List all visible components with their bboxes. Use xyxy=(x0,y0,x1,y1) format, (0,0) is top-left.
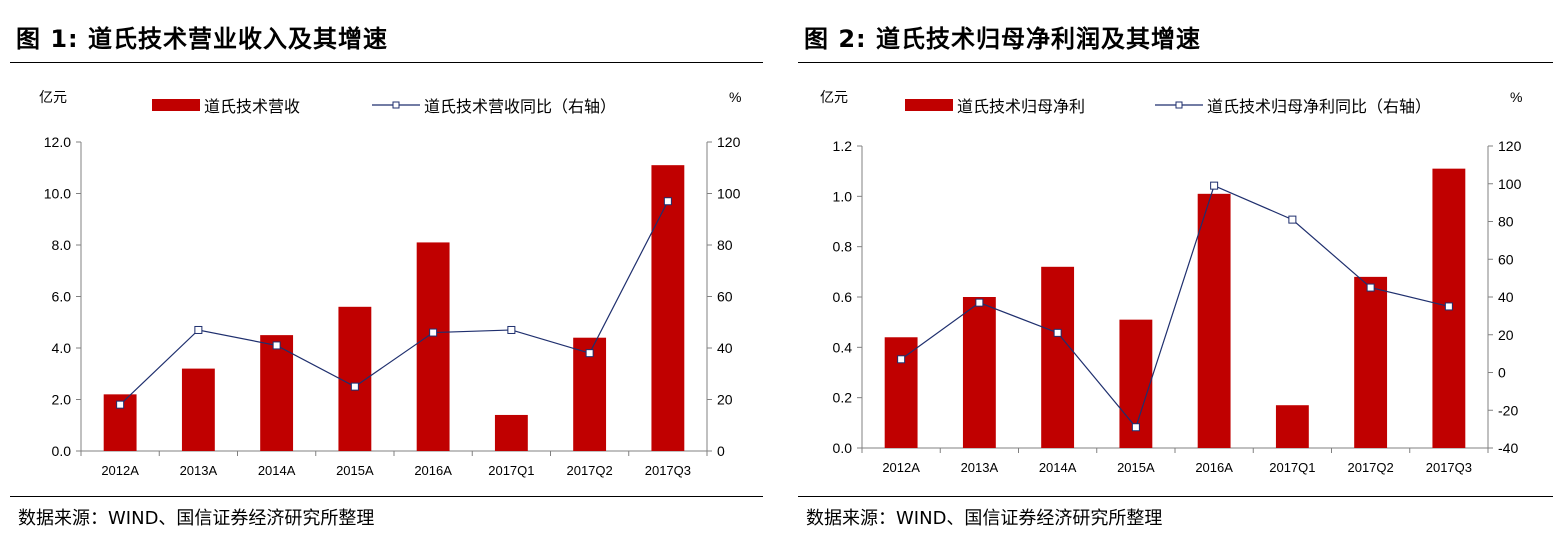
line-point xyxy=(507,325,516,334)
line-point xyxy=(897,355,906,364)
legend-line-marker xyxy=(392,101,400,109)
right-tick-label: 40 xyxy=(717,340,733,356)
bar xyxy=(962,297,996,448)
left-tick-label: 0.4 xyxy=(833,339,853,355)
legend-bar-swatch xyxy=(905,99,953,111)
figure-source: 数据来源：WIND、国信证券经济研究所整理 xyxy=(806,508,1163,529)
source-rule xyxy=(10,496,763,497)
line-point xyxy=(1366,283,1375,292)
right-tick-label: -40 xyxy=(1498,440,1518,456)
line-point xyxy=(350,382,359,391)
line-point xyxy=(272,341,281,350)
legend-line-label: 道氏技术归母净利同比（右轴） xyxy=(1207,97,1431,116)
figure-revenue: 图 1: 道氏技术营业收入及其增速 亿元% 道氏技术营收 道氏技术营收同比（右轴） 0… xyxy=(10,0,763,537)
right-tick-label: 80 xyxy=(717,237,733,253)
right-tick-label: 120 xyxy=(717,134,741,150)
right-tick-label: 80 xyxy=(1498,214,1514,230)
line-point xyxy=(975,298,984,307)
x-tick-label: 2014A xyxy=(1039,460,1077,475)
left-tick-label: 8.0 xyxy=(52,237,72,253)
source-rule xyxy=(798,496,1553,497)
right-tick-label: 20 xyxy=(717,392,733,408)
legend-line-marker xyxy=(1175,101,1183,109)
figure-net-profit: 图 2: 道氏技术归母净利润及其增速 亿元% 道氏技术归母净利 道氏技术归母净利同比… xyxy=(798,0,1553,537)
bar xyxy=(1197,193,1231,448)
x-tick-label: 2016A xyxy=(1195,460,1233,475)
legend-bar-label: 道氏技术归母净利 xyxy=(957,97,1085,116)
x-tick-label: 2012A xyxy=(101,463,139,478)
x-tick-label: 2017Q2 xyxy=(1347,460,1393,475)
line-point xyxy=(1288,215,1297,224)
figure-source: 数据来源：WIND、国信证券经济研究所整理 xyxy=(18,508,375,529)
figure-title: 图 1: 道氏技术营业收入及其增速 xyxy=(16,25,389,53)
bar xyxy=(181,368,215,451)
left-axis-unit: 亿元 xyxy=(39,89,67,105)
right-tick-label: 40 xyxy=(1498,289,1514,305)
right-axis-unit: % xyxy=(729,89,741,105)
right-tick-label: 60 xyxy=(717,289,733,305)
x-tick-label: 2014A xyxy=(258,463,296,478)
title-rule xyxy=(798,62,1553,63)
legend-bar-swatch xyxy=(152,99,200,111)
bar xyxy=(651,165,685,452)
bar xyxy=(884,337,918,448)
right-tick-label: 20 xyxy=(1498,327,1514,343)
left-axis-unit: 亿元 xyxy=(820,89,848,105)
line-point xyxy=(429,328,438,337)
left-tick-label: 0.8 xyxy=(833,239,853,255)
line-point xyxy=(1210,181,1219,190)
left-tick-label: 0.0 xyxy=(833,440,853,456)
bar xyxy=(416,242,450,451)
right-tick-label: 0 xyxy=(717,443,725,459)
legend-bar-label: 道氏技术营收 xyxy=(204,97,300,116)
line-point xyxy=(116,400,125,409)
left-tick-label: 1.0 xyxy=(833,188,853,204)
left-tick-label: 0.6 xyxy=(833,289,853,305)
right-tick-label: 120 xyxy=(1498,138,1522,154)
left-tick-label: 0.2 xyxy=(833,390,853,406)
series-line xyxy=(900,184,1450,429)
x-tick-label: 2015A xyxy=(336,463,374,478)
right-tick-label: -20 xyxy=(1498,402,1518,418)
line-point xyxy=(1053,328,1062,337)
line-point xyxy=(194,325,203,334)
revenue-chart: 亿元 % 道氏技术营收 道氏技术营收同比（右轴） 0.0 2.0 4.0 6.0 8.0 10.0… xyxy=(39,89,741,478)
bar xyxy=(1275,405,1309,448)
x-tick-label: 2017Q1 xyxy=(488,463,534,478)
x-tick-label: 2013A xyxy=(961,460,999,475)
x-tick-label: 2013A xyxy=(180,463,218,478)
legend-line-label: 道氏技术营收同比（右轴） xyxy=(424,97,616,116)
right-tick-label: 0 xyxy=(1498,365,1506,381)
right-axis-unit: % xyxy=(1510,89,1522,105)
bar xyxy=(1354,276,1388,448)
line-point xyxy=(585,349,594,358)
bar xyxy=(1041,266,1075,448)
bar xyxy=(260,335,294,451)
left-tick-label: 2.0 xyxy=(52,392,72,408)
left-tick-label: 1.2 xyxy=(833,138,853,154)
title-rule xyxy=(10,62,763,63)
left-tick-label: 12.0 xyxy=(44,134,71,150)
right-tick-label: 100 xyxy=(1498,176,1522,192)
bar xyxy=(494,414,528,451)
left-tick-label: 10.0 xyxy=(44,186,71,202)
x-tick-label: 2017Q3 xyxy=(1426,460,1472,475)
series-line xyxy=(119,200,669,406)
line-point xyxy=(1131,423,1140,432)
line-point xyxy=(663,197,672,206)
x-tick-label: 2012A xyxy=(882,460,920,475)
x-tick-label: 2017Q1 xyxy=(1269,460,1315,475)
x-tick-label: 2016A xyxy=(414,463,452,478)
x-tick-label: 2017Q2 xyxy=(566,463,612,478)
left-tick-label: 6.0 xyxy=(52,289,72,305)
right-tick-label: 100 xyxy=(717,186,741,202)
line-point xyxy=(1444,302,1453,311)
x-tick-label: 2015A xyxy=(1117,460,1155,475)
figure-title: 图 2: 道氏技术归母净利润及其增速 xyxy=(804,25,1202,53)
x-tick-label: 2017Q3 xyxy=(645,463,691,478)
left-tick-label: 0.0 xyxy=(52,443,72,459)
left-tick-label: 4.0 xyxy=(52,340,72,356)
right-tick-label: 60 xyxy=(1498,251,1514,267)
net-profit-chart: 亿元 % 道氏技术归母净利 道氏技术归母净利同比（右轴） 0.0 0.2 0.4 0.6 0.8… xyxy=(820,89,1522,475)
